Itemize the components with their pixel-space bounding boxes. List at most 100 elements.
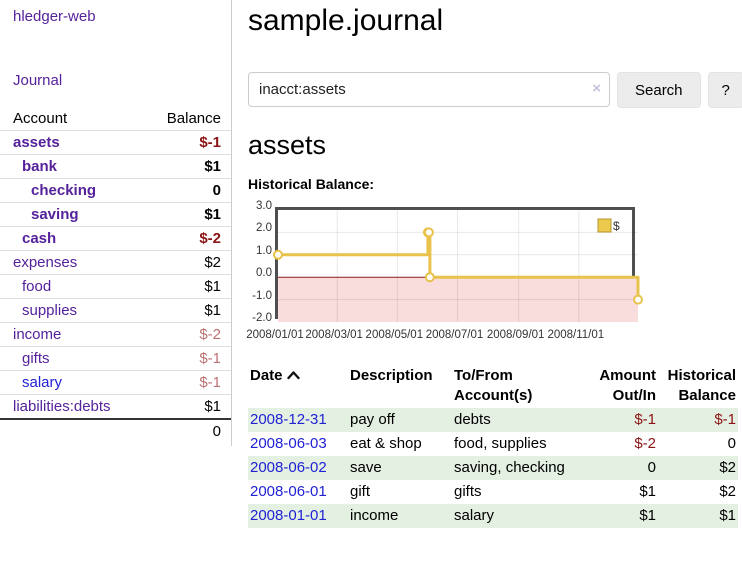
account-row: food $1: [0, 274, 231, 299]
x-axis-tick-label: 2008/03/01: [305, 329, 363, 341]
transaction-date-cell: 2008-06-02: [248, 456, 348, 480]
transaction-amount: $1: [639, 507, 656, 524]
account-link[interactable]: cash: [22, 230, 57, 247]
account-row: gifts $-1: [0, 346, 231, 371]
column-header-description[interactable]: Description: [350, 367, 433, 384]
page: hledger-web Journal Account Balance asse…: [0, 0, 742, 528]
search-button[interactable]: Search: [617, 72, 701, 108]
transaction-date-link[interactable]: 2008-01-01: [250, 507, 327, 524]
transaction-balance: $1: [719, 507, 736, 524]
total-balance: 0: [146, 418, 231, 443]
account-name-cell: salary: [0, 371, 146, 395]
search-input-wrap: ×: [248, 72, 610, 108]
account-row: supplies $1: [0, 298, 231, 323]
balance-chart: $ 3.0 2.0 1.0 0.0 -1.0 -2.0 2008/01/01 2008/03/…: [246, 200, 728, 345]
transaction-amount: $1: [639, 483, 656, 500]
account-row: cash $-2: [0, 226, 231, 251]
account-link[interactable]: bank: [22, 158, 58, 175]
column-header-accounts[interactable]: To/From Account(s): [454, 367, 533, 404]
transaction-date-cell: 2008-12-31: [248, 408, 348, 432]
transaction-row: 2008-06-03 eat & shop food, supplies $-2 0: [248, 432, 738, 456]
main-content: sample.journal × Search ? assets Histori…: [232, 0, 742, 528]
transaction-date-link[interactable]: 2008-06-03: [250, 435, 327, 452]
transactions-table: Date Description To/From Account(s) Amou…: [248, 364, 738, 528]
column-header-amount[interactable]: Amount Out/In: [599, 367, 656, 404]
transaction-date-cell: 2008-06-01: [248, 480, 348, 504]
account-balance: $1: [204, 158, 221, 175]
chart-plot-area[interactable]: $: [273, 207, 643, 322]
account-link[interactable]: saving: [31, 206, 79, 223]
transaction-accounts: debts: [454, 411, 491, 428]
y-axis-tick-label: -1.0: [252, 289, 272, 302]
transaction-row: 2008-06-02 save saving, checking 0 $2: [248, 456, 738, 480]
account-row: salary $-1: [0, 370, 231, 395]
transaction-balance: $2: [719, 483, 736, 500]
account-row: saving $1: [0, 202, 231, 227]
accounts-column-header: Account: [13, 110, 68, 127]
account-balance: $1: [204, 278, 221, 295]
transaction-date-link[interactable]: 2008-06-02: [250, 459, 327, 476]
transaction-description: gift: [350, 483, 371, 500]
account-balance: $2: [204, 254, 221, 271]
transaction-description: save: [350, 459, 382, 476]
account-name-cell: checking: [0, 179, 146, 203]
account-row: checking 0: [0, 178, 231, 203]
account-link[interactable]: supplies: [22, 302, 78, 319]
account-balance: $-1: [199, 374, 221, 391]
account-name-cell: saving: [0, 203, 146, 227]
transaction-date-cell: 2008-01-01: [248, 504, 348, 528]
clear-search-icon[interactable]: ×: [592, 80, 601, 97]
account-link[interactable]: checking: [31, 182, 97, 199]
chart-title: Historical Balance:: [248, 176, 375, 192]
account-name-cell: food: [0, 275, 146, 299]
account-balance: $1: [204, 206, 221, 223]
account-balance: $-2: [199, 326, 221, 343]
account-link[interactable]: assets: [13, 134, 60, 151]
accounts-table: Account Balance assets $-1 bank $1 checking 0…: [0, 107, 231, 443]
transaction-accounts: saving, checking: [454, 459, 565, 476]
transaction-accounts: salary: [454, 507, 495, 524]
search-bar: × Search ?: [248, 72, 742, 108]
account-balance: $-1: [199, 350, 221, 367]
account-link[interactable]: liabilities:debts: [13, 398, 111, 415]
account-row: expenses $2: [0, 250, 231, 275]
x-axis-tick-label: 2008/09/01: [486, 329, 545, 341]
y-axis-tick-label: -2.0: [252, 312, 272, 324]
account-row: liabilities:debts $1: [0, 394, 231, 420]
data-point-marker[interactable]: [633, 294, 643, 305]
column-header-date[interactable]: Date: [248, 364, 348, 408]
account-balance: $-1: [199, 134, 221, 151]
negative-region: [278, 277, 638, 322]
y-axis-tick-label: 0.0: [256, 267, 272, 280]
date-header-label: Date: [250, 367, 283, 384]
app-title-link[interactable]: hledger-web: [13, 8, 96, 25]
account-name-cell: supplies: [0, 299, 146, 323]
account-link[interactable]: gifts: [22, 350, 50, 367]
data-point-marker[interactable]: [424, 272, 435, 283]
transaction-accounts: food, supplies: [454, 435, 547, 452]
account-name-cell: cash: [0, 227, 146, 251]
transaction-balance: 0: [727, 435, 736, 452]
data-point-marker[interactable]: [423, 227, 434, 238]
search-input[interactable]: [248, 72, 610, 107]
account-link[interactable]: food: [22, 278, 52, 295]
transaction-description: eat & shop: [350, 435, 422, 452]
account-balance: $1: [204, 398, 221, 415]
sidebar-item-journal[interactable]: Journal: [13, 72, 63, 89]
transaction-date-link[interactable]: 2008-06-01: [250, 483, 327, 500]
account-balance: 0: [212, 182, 221, 199]
account-link[interactable]: expenses: [13, 254, 78, 271]
transaction-date-link[interactable]: 2008-12-31: [250, 411, 327, 428]
account-link[interactable]: income: [13, 326, 62, 343]
legend-swatch: [597, 218, 612, 233]
account-row: bank $1: [0, 154, 231, 179]
account-row: assets $-1: [0, 130, 231, 155]
column-header-balance[interactable]: Historical Balance: [667, 367, 736, 404]
transaction-row: 2008-01-01 income salary $1 $1: [248, 504, 738, 528]
account-link[interactable]: salary: [22, 374, 63, 391]
transaction-date-cell: 2008-06-03: [248, 432, 348, 456]
transactions-header-row: Date Description To/From Account(s) Amou…: [248, 364, 738, 408]
balance-line-chart[interactable]: $: [273, 210, 643, 322]
help-button[interactable]: ?: [707, 72, 742, 108]
data-point-marker[interactable]: [273, 249, 283, 260]
